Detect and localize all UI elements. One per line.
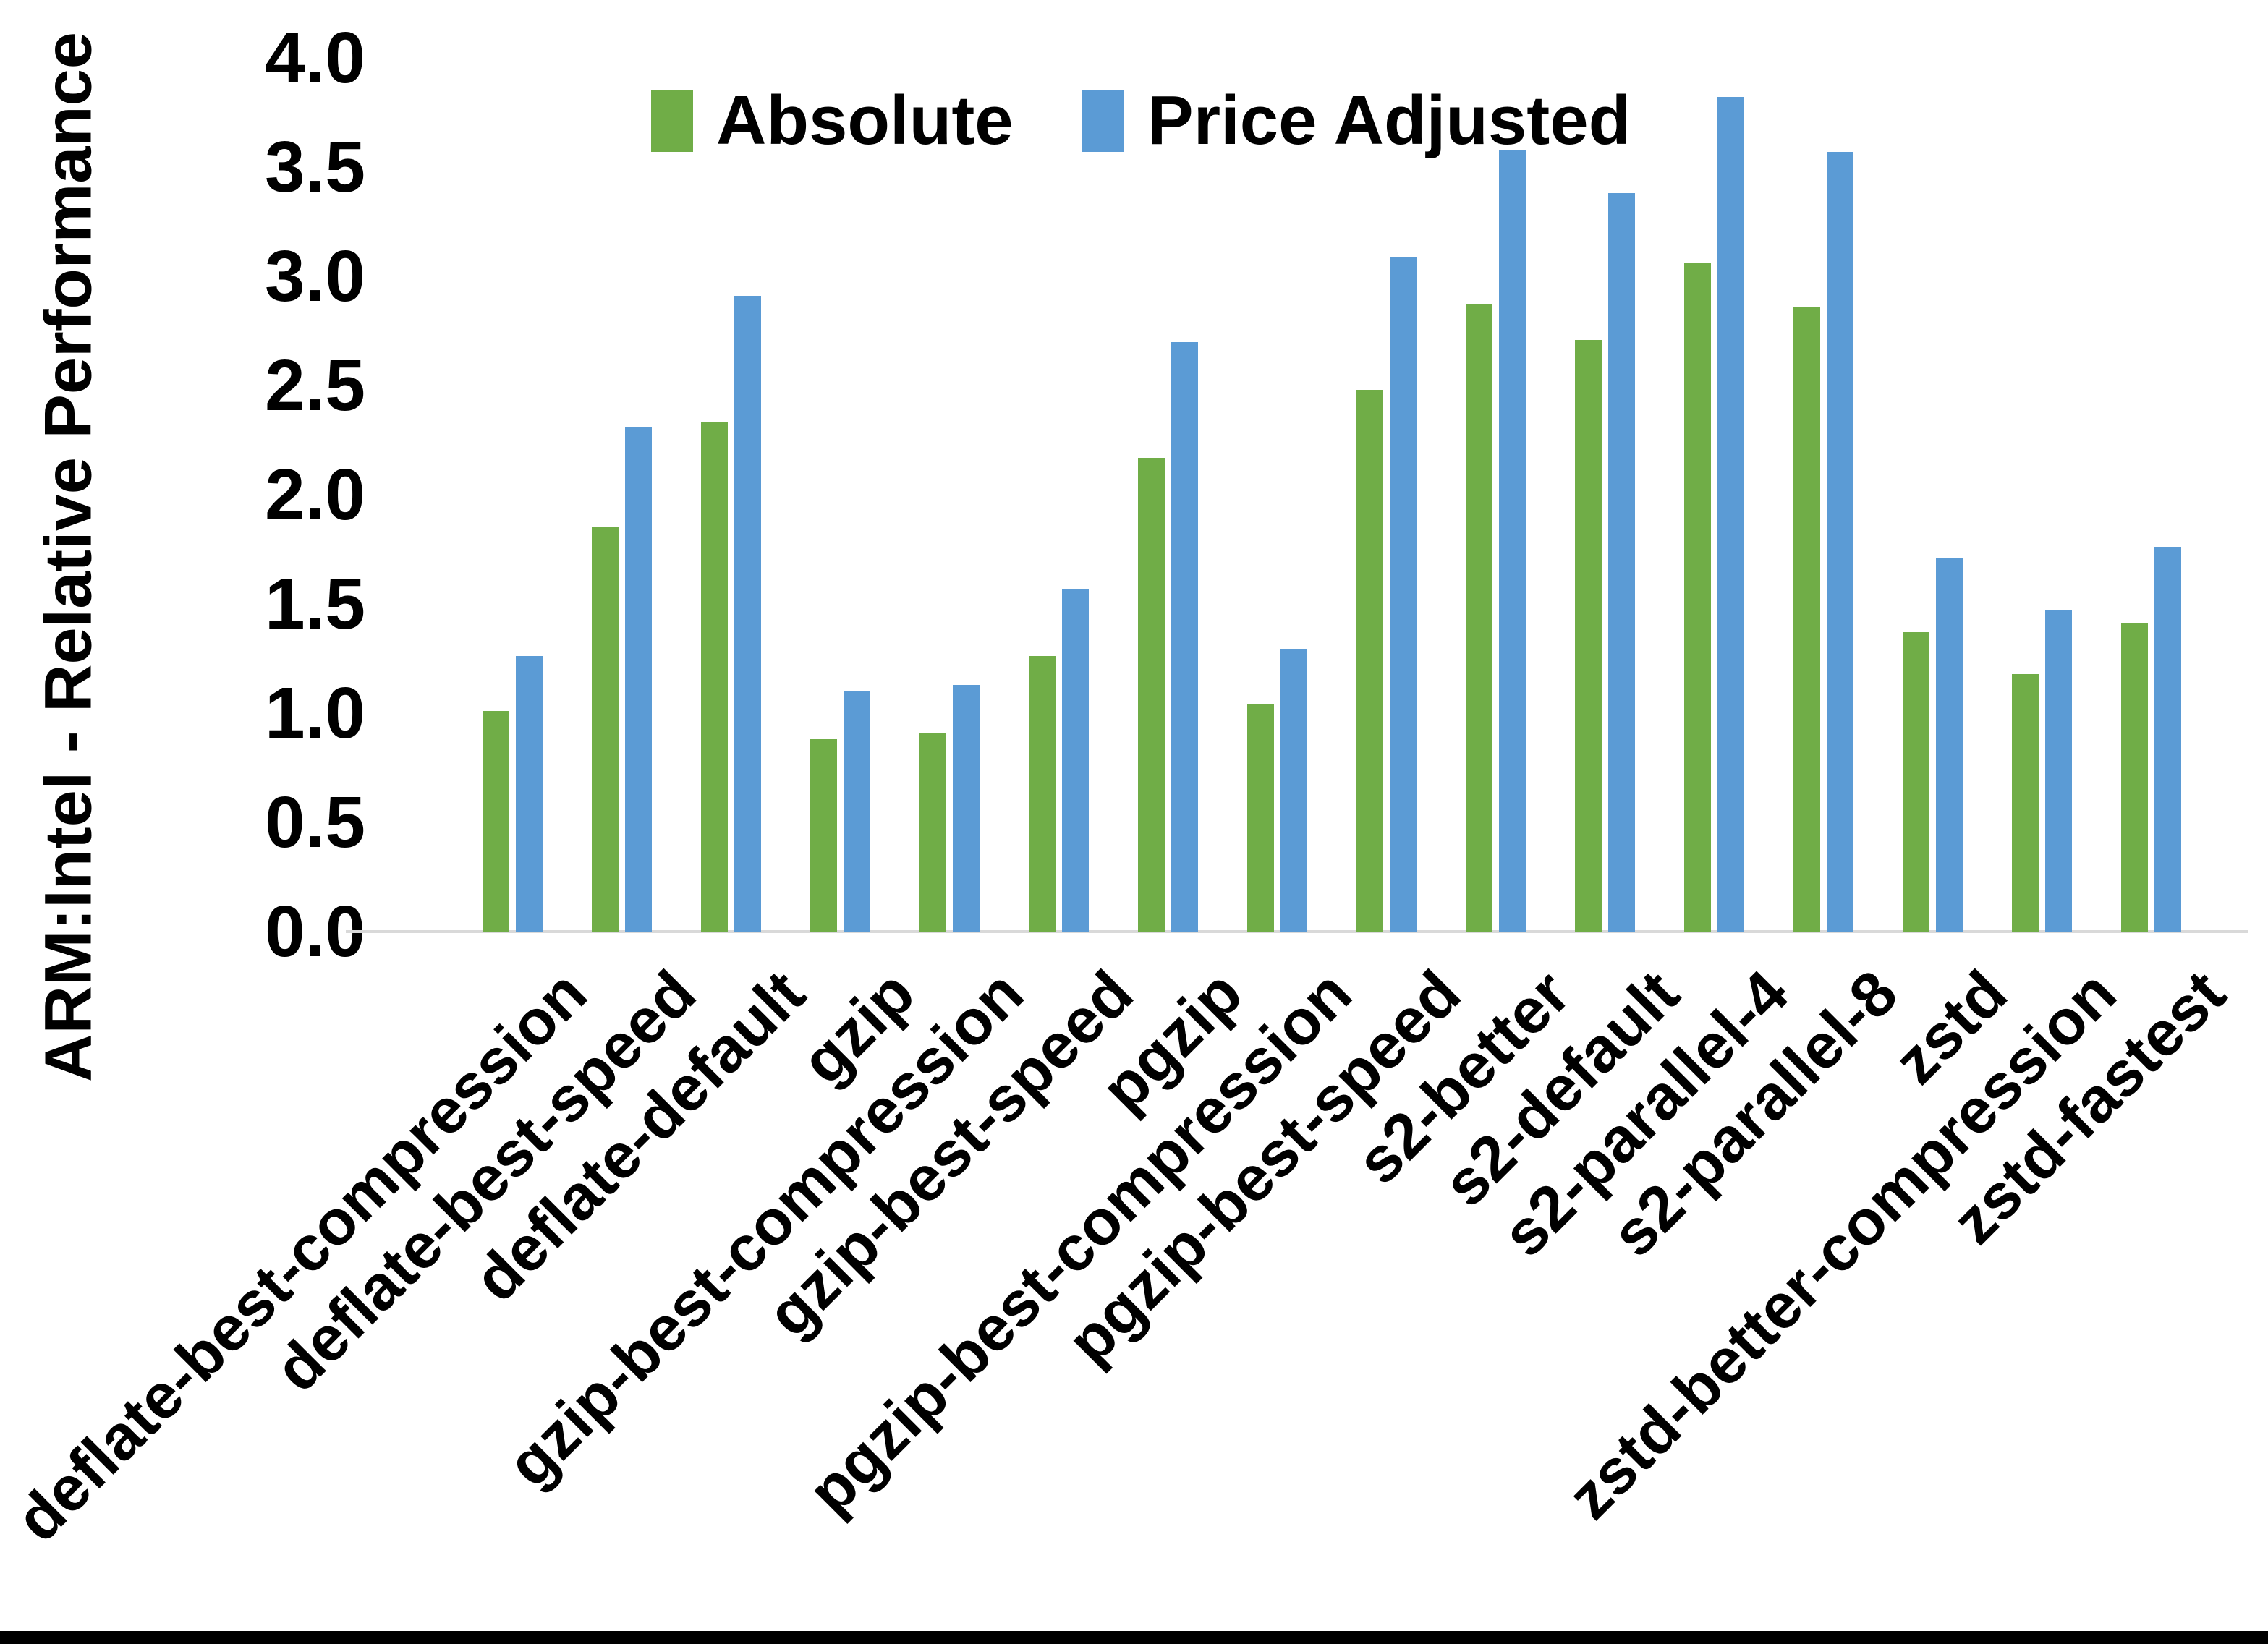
price-adjusted-bar-gzip <box>844 691 870 932</box>
legend-item-price-adjusted: Price Adjusted <box>1082 81 1631 161</box>
price-adjusted-bar-pgzip-best-speed <box>1390 256 1417 932</box>
absolute-bar-pgzip-best-speed <box>1356 390 1383 932</box>
absolute-bar-gzip-best-compression <box>919 733 946 932</box>
price-adjusted-bar-pgzip-best-compression <box>1280 649 1307 932</box>
y-axis-tick-label: 3.0 <box>264 236 365 317</box>
price-adjusted-bar-deflate-best-speed <box>625 427 652 932</box>
absolute-bar-zstd-fastest <box>2121 623 2148 932</box>
price-adjusted-bar-zstd <box>1936 558 1963 932</box>
price-adjusted-bar-deflate-best-compression <box>516 656 543 932</box>
price-adjusted-bar-s2-parallel-4 <box>1717 97 1744 932</box>
legend-label-price-adjusted: Price Adjusted <box>1147 82 1631 159</box>
x-category-label-pgzip: pgzip <box>1087 956 1256 1125</box>
y-axis-tick-label: 0.0 <box>264 891 365 972</box>
price-adjusted-bar-pgzip <box>1171 341 1198 932</box>
absolute-bar-zstd-better-compression <box>2012 673 2039 932</box>
absolute-bar-gzip <box>810 739 837 932</box>
price-adjusted-bar-s2-default <box>1608 193 1635 932</box>
absolute-bar-pgzip <box>1138 457 1165 932</box>
x-category-label-s2-parallel-8: s2-parallel-8 <box>1597 956 1911 1270</box>
absolute-bar-gzip-best-speed <box>1029 656 1056 932</box>
absolute-series-swatch-icon <box>651 90 693 152</box>
price-adjusted-series-swatch-icon <box>1082 90 1124 152</box>
price-adjusted-bar-gzip-best-compression <box>953 684 980 932</box>
absolute-bar-deflate-default <box>701 422 728 932</box>
x-category-label-gzip-best-speed: gzip-best-speed <box>752 956 1147 1350</box>
x-category-label-s2-better: s2-better <box>1342 956 1584 1198</box>
window-bottom-edge <box>0 1631 2268 1644</box>
legend-label-absolute: Absolute <box>716 82 1014 159</box>
price-adjusted-bar-zstd-fastest <box>2154 547 2181 932</box>
absolute-bar-deflate-best-compression <box>483 710 509 932</box>
y-axis-tick-label: 1.5 <box>264 563 365 644</box>
y-axis-tick-label: 4.0 <box>264 17 365 98</box>
x-axis-baseline <box>346 930 2248 933</box>
absolute-bar-s2-parallel-4 <box>1684 263 1711 932</box>
x-category-label-s2-default: s2-default <box>1429 956 1693 1220</box>
x-category-label-gzip-best-compression: gzip-best-compression <box>493 956 1037 1500</box>
price-adjusted-bar-gzip-best-speed <box>1062 588 1089 932</box>
price-adjusted-bar-zstd-better-compression <box>2045 610 2072 932</box>
x-category-label-s2-parallel-4: s2-parallel-4 <box>1488 956 1802 1270</box>
x-category-label-zstd-better-compression: zstd-better-compression <box>1553 956 2130 1533</box>
absolute-bar-s2-default <box>1575 339 1602 932</box>
price-adjusted-bar-deflate-default <box>734 296 761 932</box>
x-category-label-zstd: zstd <box>1879 956 2021 1098</box>
x-category-label-deflate-best-speed: deflate-best-speed <box>260 956 710 1405</box>
absolute-bar-pgzip-best-compression <box>1247 704 1274 932</box>
x-category-label-gzip: gzip <box>786 956 928 1098</box>
absolute-bar-s2-better <box>1466 304 1492 932</box>
legend: Absolute Price Adjusted <box>651 81 1631 161</box>
y-axis-tick-label: 0.5 <box>264 782 365 863</box>
absolute-bar-s2-parallel-8 <box>1793 307 1820 932</box>
y-axis-tick-label: 2.0 <box>264 454 365 535</box>
x-category-label-pgzip-best-compression: pgzip-best-compression <box>794 956 1365 1528</box>
x-category-label-pgzip-best-speed: pgzip-best-speed <box>1053 956 1474 1378</box>
price-adjusted-bar-s2-parallel-8 <box>1827 151 1853 932</box>
y-axis-tick-label: 2.5 <box>264 345 365 426</box>
absolute-bar-deflate-best-speed <box>592 527 619 932</box>
legend-item-absolute: Absolute <box>651 81 1014 161</box>
y-axis-tick-label: 3.5 <box>264 127 365 208</box>
price-adjusted-bar-s2-better <box>1499 149 1526 932</box>
y-axis-tick-label: 1.0 <box>264 673 365 754</box>
plot-area <box>434 58 2243 932</box>
x-category-label-zstd-fastest: zstd-fastest <box>1937 956 2239 1258</box>
x-category-label-deflate-default: deflate-default <box>459 956 819 1315</box>
absolute-bar-zstd <box>1903 632 1929 932</box>
